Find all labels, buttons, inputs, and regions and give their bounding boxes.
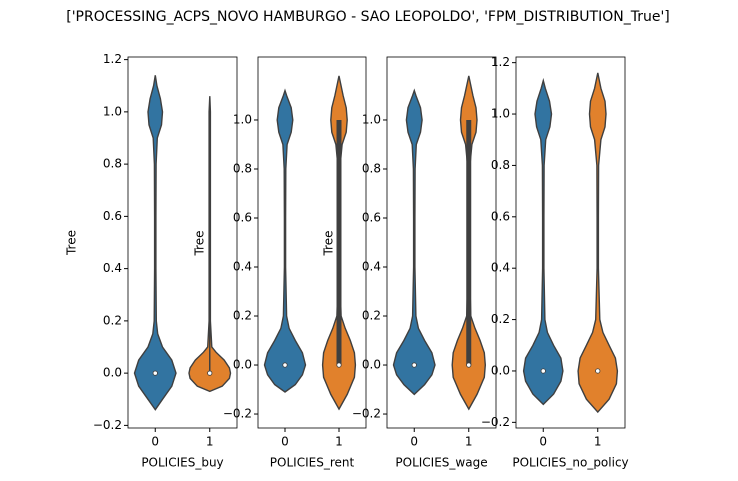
y-tick-label: 0.8: [103, 157, 122, 171]
median: [207, 370, 213, 376]
y-tick-label: 0.2: [233, 309, 252, 323]
x-tick-label: 1: [206, 435, 214, 449]
y-tick-label: 1.0: [362, 112, 381, 126]
y-tick-label: −0.2: [352, 407, 381, 421]
y-tick-label: 0.6: [103, 209, 122, 223]
y-tick-label: 0.0: [103, 366, 122, 380]
y-tick-label: 0.2: [103, 313, 122, 327]
x-tick-label: 0: [539, 435, 547, 449]
median: [540, 368, 546, 374]
y-axis-label: Tree: [65, 230, 79, 256]
y-tick-label: 0.6: [491, 209, 510, 223]
figure-title: ['PROCESSING_ACPS_NOVO HAMBURGO - SAO LE…: [66, 9, 670, 25]
y-tick-label: 1.0: [103, 104, 122, 118]
y-tick-label: 0.4: [362, 260, 381, 274]
median: [466, 362, 472, 368]
y-tick-label: 0.4: [103, 261, 122, 275]
axes-frame: [127, 56, 238, 429]
y-tick-label: 0.8: [233, 161, 252, 175]
x-tick-label: 1: [465, 435, 473, 449]
violin: [392, 88, 436, 396]
x-tick-label: 1: [594, 435, 602, 449]
axes-frame: [257, 56, 367, 429]
x-tick-label: 0: [151, 435, 159, 449]
median: [336, 362, 342, 368]
x-tick-label: 0: [281, 435, 289, 449]
y-tick-label: −0.2: [93, 418, 122, 432]
y-tick-label: 1.0: [233, 112, 252, 126]
y-tick-label: −0.2: [481, 415, 510, 429]
y-tick-label: 0.4: [233, 260, 252, 274]
y-tick-label: 0.0: [233, 358, 252, 372]
y-tick-label: 0.8: [491, 158, 510, 172]
violin: [263, 88, 307, 393]
x-tick-label: 1: [335, 435, 343, 449]
axes-frame: [515, 56, 626, 429]
y-tick-label: 1.2: [103, 52, 122, 66]
y-tick-label: −0.2: [223, 407, 252, 421]
median: [282, 362, 288, 368]
y-tick-label: 0.4: [491, 261, 510, 275]
y-tick-label: 1.0: [491, 107, 510, 121]
y-tick-label: 0.2: [362, 309, 381, 323]
median: [411, 362, 417, 368]
violin: [577, 72, 619, 414]
y-tick-label: 0.6: [233, 210, 252, 224]
median: [152, 370, 158, 376]
y-tick-label: 0.6: [362, 210, 381, 224]
violin: [133, 75, 177, 411]
x-tick-label: 0: [410, 435, 418, 449]
y-axis-label: Tree: [322, 230, 336, 256]
x-axis-label: POLICIES_wage: [395, 456, 487, 470]
x-axis-label: POLICIES_no_policy: [512, 456, 628, 470]
median: [595, 368, 601, 374]
y-axis-label: Tree: [193, 230, 207, 256]
y-tick-label: 0.0: [491, 363, 510, 377]
violin: [522, 77, 564, 406]
x-axis-label: POLICIES_buy: [141, 456, 223, 470]
y-tick-label: 0.8: [362, 161, 381, 175]
y-tick-label: 1.2: [491, 55, 510, 69]
y-tick-label: 0.0: [362, 358, 381, 372]
x-axis-label: POLICIES_rent: [270, 456, 355, 470]
y-tick-label: 0.2: [491, 312, 510, 326]
axes-frame: [386, 56, 497, 429]
